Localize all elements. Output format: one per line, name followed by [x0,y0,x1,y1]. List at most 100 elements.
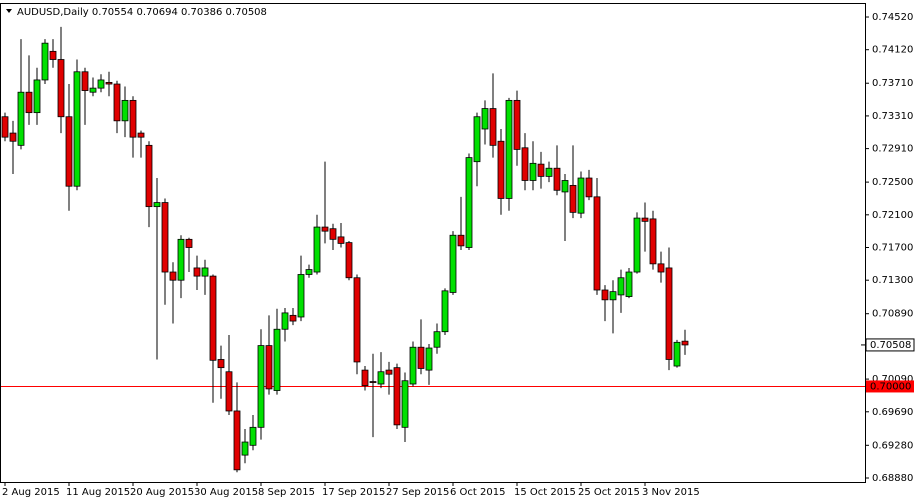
header-close: 0.70508 [226,7,267,18]
candle-body [49,50,57,60]
candle-body [225,371,233,412]
y-tick-label: 0.74520 [872,12,913,23]
candle-body [489,108,497,146]
candle-body [433,331,441,348]
candle-body [249,426,257,446]
y-tick-label: 0.71700 [872,243,913,254]
y-tick-label: 0.74120 [872,45,913,56]
candle-body [329,228,337,240]
candle-body [617,277,625,296]
candle-body [161,202,169,273]
candle-body [657,263,665,273]
candle-body [665,267,673,360]
level-label-box [866,380,914,393]
candle-body [113,83,121,122]
candle-body [257,345,265,428]
header-open: 0.70554 [92,7,133,18]
candle-body [57,59,65,118]
candle-body [457,234,465,247]
x-tick-label: 17 Sep 2015 [322,487,385,498]
candle-body [305,269,313,275]
candle-body [601,289,609,301]
y-tick-label: 0.69280 [872,440,913,451]
candle-body [593,196,601,291]
x-tick-label: 20 Aug 2015 [130,487,194,498]
candle-body [353,277,361,363]
candle-body [193,267,201,277]
candle-body [625,271,633,297]
candle-body [289,314,297,322]
last-price-label: 0.70508 [870,340,911,351]
candle-body [17,91,25,146]
candle-body [65,116,73,187]
x-tick-label: 30 Aug 2015 [194,487,258,498]
candle-body [465,157,473,248]
candle-body [673,341,681,367]
candle-body [209,275,217,361]
candle-body [505,99,513,199]
candle-body [9,132,17,142]
x-tick-label: 15 Oct 2015 [514,487,576,498]
candle-body [281,312,289,330]
candle-body [633,217,641,273]
candle-body [1,116,9,138]
last-price-box [865,338,915,352]
candle-body [185,238,193,248]
candle-body [393,367,401,426]
candle-body [97,79,105,89]
candle-body [425,347,433,371]
candle-body [577,177,585,214]
candle-body [217,359,225,369]
candle-body [33,79,41,114]
chart-header: AUDUSD,Daily 0.70554 0.70694 0.70386 0.7… [17,7,267,18]
candle-body [497,140,505,199]
candle-body [561,180,569,193]
candle-body [377,371,385,385]
header-low: 0.70386 [181,7,222,18]
x-tick-label: 25 Oct 2015 [578,487,640,498]
candle-body [521,147,529,181]
candle-body [81,71,89,91]
candle-body [361,369,369,387]
menu-triangle [6,9,12,13]
candle-body [513,99,521,150]
candle-body [441,290,449,333]
candle-body [481,108,489,130]
candle-body [273,328,281,391]
y-tick-label: 0.71300 [872,275,913,286]
candle-body [241,441,249,456]
candle-body [177,238,185,281]
candle-body [129,99,137,138]
candle-body [681,340,689,346]
candle-body [369,381,377,383]
candle-body [545,167,553,177]
candle-body [89,87,97,93]
y-tick-label: 0.72910 [872,144,913,155]
candle-body [169,271,177,281]
candle-body [41,42,49,81]
candle-body [569,184,577,213]
plot-frame [0,3,866,483]
candle-body [385,369,393,375]
candle-body [537,163,545,177]
candle-body [553,167,561,191]
y-tick-label: 0.73710 [872,78,913,89]
y-tick-label: 0.72500 [872,177,913,188]
candle-body [201,267,209,277]
candle-body [313,226,321,273]
candle-body [337,236,345,244]
level-label: 0.70000 [870,381,911,392]
candle-body [321,226,329,232]
candle-body [145,144,153,208]
candle-body [73,71,81,187]
candle-body [233,410,241,471]
candle-body [641,217,649,222]
candle-body [585,177,593,198]
y-tick-label: 0.70090 [872,374,913,385]
x-tick-label: 27 Sep 2015 [386,487,449,498]
y-tick-label: 0.72100 [872,210,913,221]
candle-body [401,380,409,428]
candle-body [297,274,305,318]
